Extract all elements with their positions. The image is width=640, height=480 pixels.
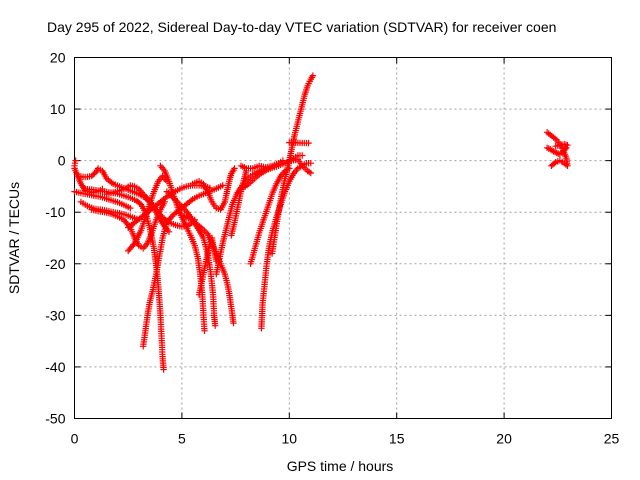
axis-ticks — [74, 57, 612, 419]
series-marks — [237, 157, 287, 172]
y-tick-label: -40 — [45, 359, 65, 375]
y-axis-label: SDTVAR / TECUs — [6, 182, 22, 294]
series-marks — [213, 162, 280, 278]
x-tick-label: 10 — [282, 431, 298, 447]
series-arc16 — [213, 162, 280, 278]
series-arc14 — [189, 165, 238, 213]
data-marks — [71, 72, 571, 373]
y-tick-label: -50 — [45, 411, 65, 427]
y-tick-label: 0 — [58, 153, 66, 169]
series-arc24 — [286, 152, 306, 164]
series-arc8 — [125, 172, 171, 255]
x-tick-label: 25 — [604, 431, 620, 447]
y-tick-label: 20 — [50, 50, 66, 66]
series-arc12 — [163, 188, 219, 329]
x-axis-label: GPS time / hours — [287, 458, 394, 474]
series-marks — [189, 165, 238, 213]
series-marks — [163, 188, 219, 329]
tick-labels: 0 5 10 15 20 25 -50 -40 -30 -20 -10 0 10 20 — [45, 50, 619, 447]
series-arc22 — [247, 165, 293, 267]
series-marks — [247, 165, 293, 267]
y-tick-label: -20 — [45, 256, 65, 272]
plot-frame — [74, 57, 612, 419]
y-tick-label: -30 — [45, 307, 65, 323]
chart-title: Day 295 of 2022, Sidereal Day-to-day VTE… — [47, 19, 556, 35]
series-marks — [195, 234, 220, 298]
series-arc19 — [237, 157, 287, 172]
series-arc26 — [543, 140, 571, 158]
series-arc15 — [195, 234, 220, 298]
series-marks — [286, 139, 312, 147]
y-tick-label: -10 — [45, 204, 65, 220]
x-tick-label: 15 — [389, 431, 405, 447]
x-tick-label: 5 — [178, 431, 186, 447]
series-marks — [543, 140, 571, 158]
y-tick-label: 10 — [50, 101, 66, 117]
series-arc23 — [286, 139, 312, 147]
series-arc27 — [71, 157, 79, 169]
x-tick-label: 0 — [71, 431, 79, 447]
series-marks — [286, 152, 306, 164]
series-marks — [125, 172, 171, 255]
grid-lines — [74, 57, 612, 419]
series-marks — [71, 157, 79, 169]
x-tick-label: 20 — [496, 431, 512, 447]
series-marks — [228, 167, 250, 239]
series-arc17 — [228, 167, 250, 239]
